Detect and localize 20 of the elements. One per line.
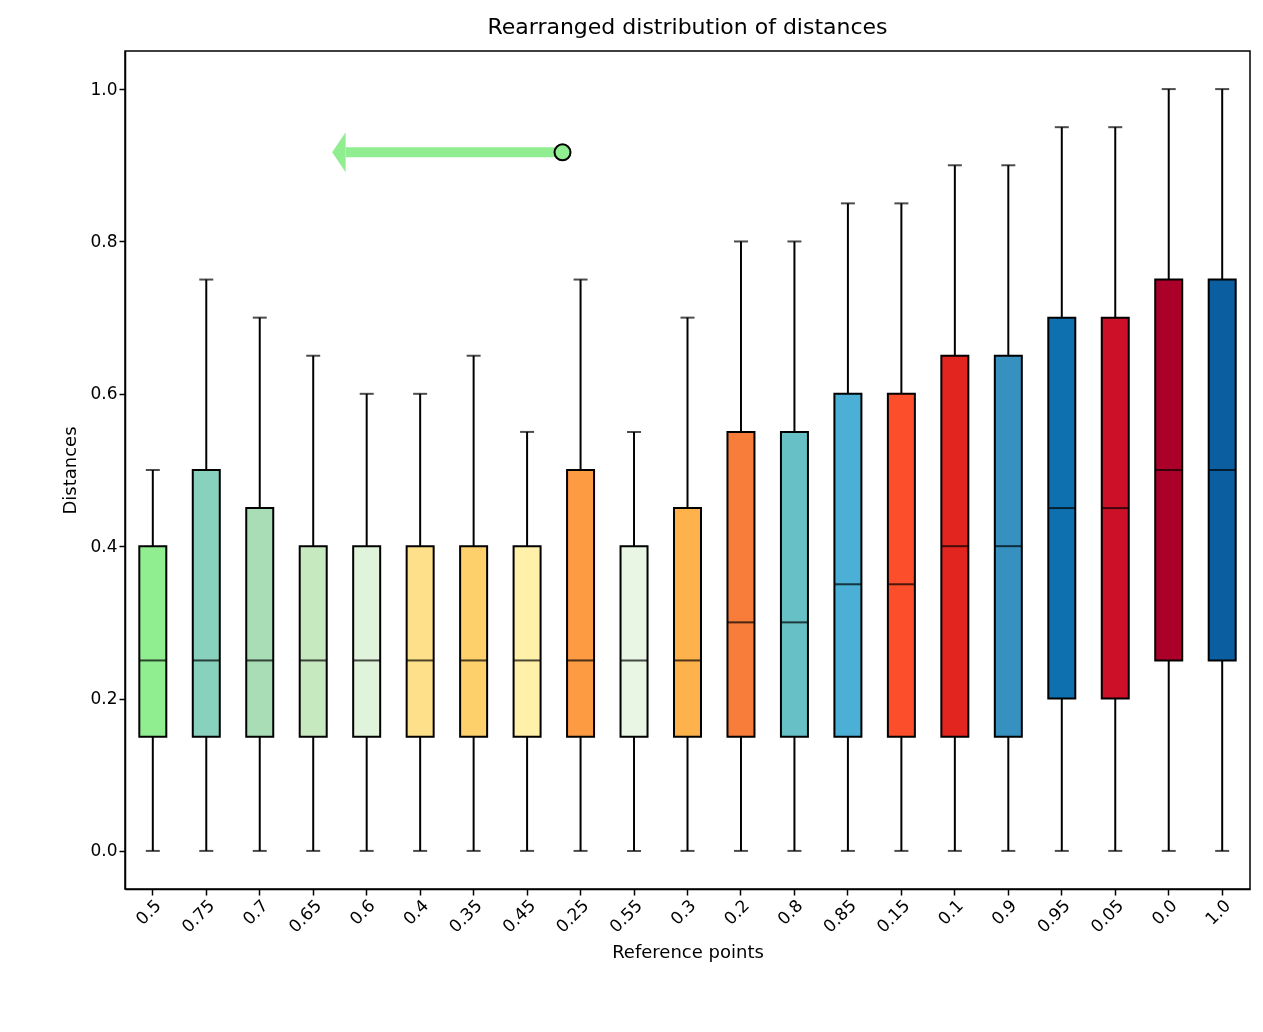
- x-tick-label: 1.0: [1200, 895, 1235, 929]
- y-tick-label: 0.6: [90, 383, 118, 404]
- x-tick-label: 0.2: [719, 895, 753, 929]
- x-tick-label: 0.0: [1147, 895, 1181, 929]
- chart-title: Rearranged distribution of distances: [487, 14, 888, 39]
- y-tick-label: 0.4: [90, 535, 118, 556]
- y-tick-label: 1.0: [90, 78, 118, 99]
- x-tick-label: 0.9: [987, 895, 1021, 929]
- x-tick-label: 0.3: [666, 895, 700, 929]
- x-tick-label: 0.5: [131, 895, 165, 929]
- x-tick-label: 0.6: [345, 895, 379, 929]
- x-axis-title: Reference points: [612, 940, 764, 962]
- y-tick-label: 0.0: [90, 840, 118, 861]
- x-tick-label: 0.7: [238, 895, 272, 929]
- y-tick-label: 0.8: [90, 230, 118, 251]
- y-tick-label: 0.2: [90, 688, 118, 709]
- x-tick-label: 0.8: [773, 895, 807, 929]
- y-axis-title: Distances: [59, 426, 81, 515]
- x-tick-label: 0.1: [933, 895, 967, 929]
- x-tick-label: 0.4: [398, 895, 433, 929]
